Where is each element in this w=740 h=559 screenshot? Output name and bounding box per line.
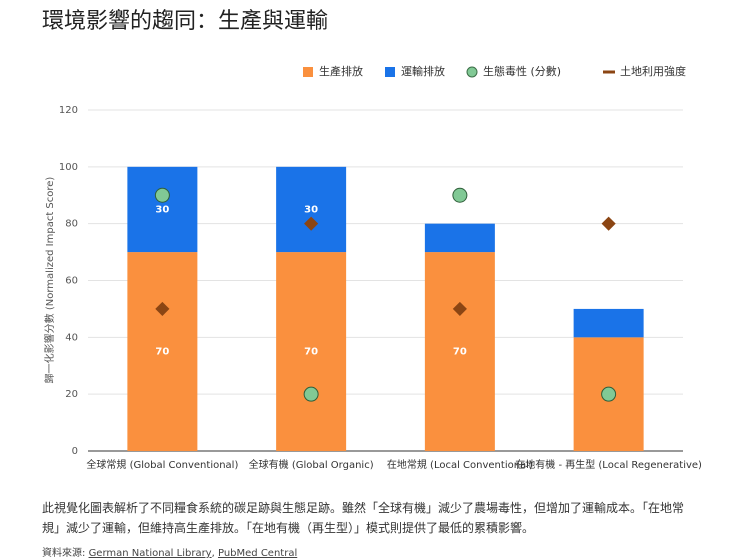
legend-swatch: [385, 67, 395, 77]
point: [452, 187, 468, 203]
chart-title: 環境影響的趨同：生產與運輸: [42, 9, 328, 34]
data-label: 70: [155, 347, 169, 358]
chart: 環境影響的趨同：生產與運輸 歸一化影響分數 (Normalized Impact…: [42, 9, 702, 471]
data-label: 70: [453, 347, 467, 358]
x-tick-label: 全球有機 (Global Organic): [249, 458, 374, 471]
source: 資料來源: German National Library, PubMed Ce…: [42, 548, 298, 559]
source-link[interactable]: German National Library: [88, 548, 212, 559]
point: [154, 187, 170, 203]
point: [452, 301, 467, 316]
bar: [573, 308, 644, 338]
data-label: 70: [304, 347, 318, 358]
legend-swatch: [303, 67, 313, 77]
x-tick-label: 全球常規 (Global Conventional): [86, 458, 238, 471]
y-tick-label: 120: [59, 105, 78, 116]
bar: [276, 166, 347, 253]
y-tick-label: 80: [65, 219, 78, 230]
legend-label: 運輸排放: [401, 64, 445, 78]
description: 此視覺化圖表解析了不同糧食系統的碳足跡與生態足跡。雖然「全球有機」減少了農場毒性…: [42, 501, 685, 535]
legend-swatch: [466, 66, 478, 78]
point: [601, 216, 616, 231]
bar: [424, 223, 495, 253]
point: [155, 301, 170, 316]
legend-label: 土地利用強度: [620, 64, 686, 78]
y-axis-label: 歸一化影響分數 (Normalized Impact Score): [43, 177, 56, 384]
source-label: 資料來源:: [42, 548, 86, 559]
x-tick-label: 在地有機 - 再生型 (Local Regenerative): [515, 458, 702, 471]
y-tick-label: 0: [72, 446, 78, 457]
legend-swatch: [603, 70, 615, 74]
legend-label: 生態毒性 (分數): [483, 64, 561, 78]
bar: [127, 166, 198, 253]
point: [303, 386, 319, 402]
y-tick-label: 60: [65, 276, 78, 287]
bar: [276, 252, 347, 451]
data-label: 30: [155, 204, 169, 215]
x-tick-label: 在地常規 (Local Conventional): [387, 458, 533, 471]
bar: [424, 252, 495, 451]
legend-label: 生產排放: [319, 64, 363, 78]
y-tick-label: 40: [65, 332, 78, 343]
y-tick-label: 100: [59, 162, 78, 173]
point: [304, 216, 319, 231]
bar: [127, 252, 198, 451]
y-tick-label: 20: [65, 389, 78, 400]
data-label: 30: [304, 204, 318, 215]
point: [601, 386, 617, 402]
source-link[interactable]: PubMed Central: [217, 548, 298, 559]
